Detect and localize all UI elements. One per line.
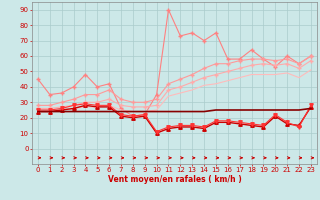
X-axis label: Vent moyen/en rafales ( km/h ): Vent moyen/en rafales ( km/h ) [108, 175, 241, 184]
